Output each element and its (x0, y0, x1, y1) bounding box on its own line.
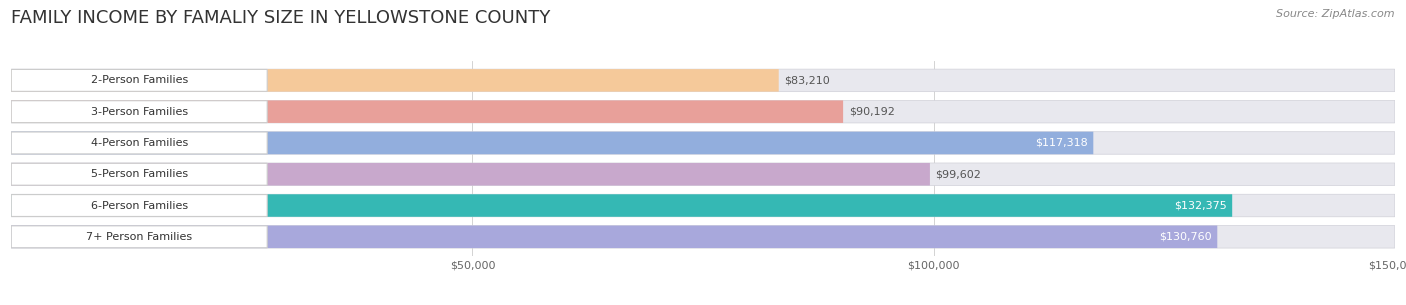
FancyBboxPatch shape (11, 226, 267, 248)
FancyBboxPatch shape (11, 194, 1395, 217)
FancyBboxPatch shape (11, 132, 1395, 154)
FancyBboxPatch shape (11, 100, 844, 123)
FancyBboxPatch shape (11, 132, 267, 154)
FancyBboxPatch shape (11, 163, 1395, 185)
FancyBboxPatch shape (11, 163, 267, 185)
Text: $83,210: $83,210 (785, 75, 830, 85)
Text: $130,760: $130,760 (1159, 232, 1212, 242)
Text: 2-Person Families: 2-Person Families (90, 75, 188, 85)
Text: $132,375: $132,375 (1174, 200, 1226, 210)
FancyBboxPatch shape (11, 225, 1218, 248)
FancyBboxPatch shape (11, 69, 779, 92)
Text: 4-Person Families: 4-Person Families (90, 138, 188, 148)
Text: $90,192: $90,192 (849, 107, 894, 117)
Text: $117,318: $117,318 (1035, 138, 1088, 148)
FancyBboxPatch shape (11, 195, 267, 217)
Text: $99,602: $99,602 (935, 169, 981, 179)
FancyBboxPatch shape (11, 132, 1094, 154)
FancyBboxPatch shape (11, 69, 1395, 92)
Text: 6-Person Families: 6-Person Families (90, 200, 188, 210)
Text: 7+ Person Families: 7+ Person Families (86, 232, 193, 242)
FancyBboxPatch shape (11, 70, 267, 91)
Text: 5-Person Families: 5-Person Families (90, 169, 188, 179)
FancyBboxPatch shape (11, 101, 267, 123)
FancyBboxPatch shape (11, 225, 1395, 248)
FancyBboxPatch shape (11, 163, 929, 185)
Text: FAMILY INCOME BY FAMALIY SIZE IN YELLOWSTONE COUNTY: FAMILY INCOME BY FAMALIY SIZE IN YELLOWS… (11, 9, 551, 27)
FancyBboxPatch shape (11, 194, 1232, 217)
Text: Source: ZipAtlas.com: Source: ZipAtlas.com (1277, 9, 1395, 19)
FancyBboxPatch shape (11, 100, 1395, 123)
Text: 3-Person Families: 3-Person Families (90, 107, 188, 117)
